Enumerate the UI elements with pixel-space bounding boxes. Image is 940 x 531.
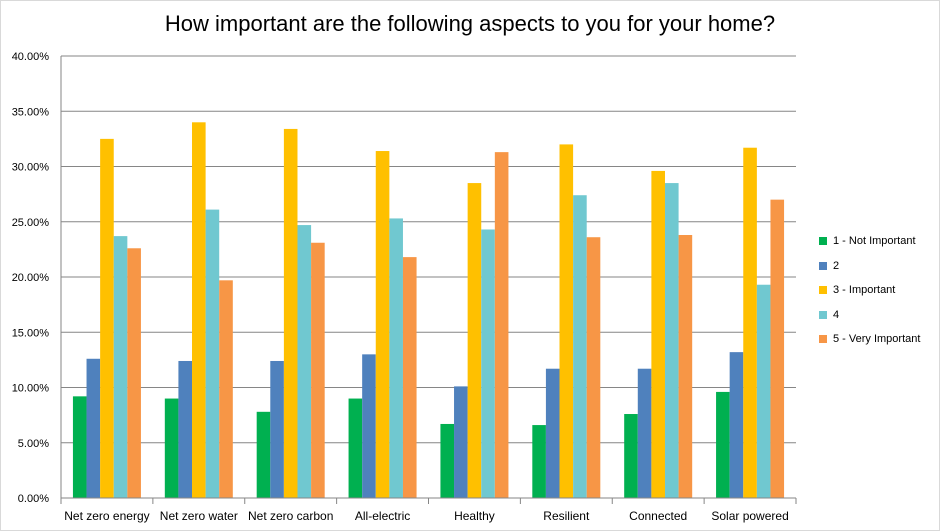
bar [454, 386, 468, 498]
legend-label: 5 - Very Important [833, 333, 921, 346]
y-tick-label: 15.00% [12, 327, 50, 339]
x-tick-label: Resilient [543, 509, 590, 523]
x-tick-label: All-electric [355, 509, 410, 523]
bar [100, 138, 114, 498]
bar [467, 183, 482, 498]
bar [256, 411, 271, 498]
bar [756, 284, 771, 498]
bar [127, 248, 141, 498]
bar [440, 423, 455, 498]
bar [664, 183, 679, 498]
x-tick-label: Healthy [454, 509, 495, 523]
bar [624, 414, 638, 498]
bar [219, 280, 233, 498]
legend-item: 1 - Not Important [819, 229, 920, 254]
y-tick-label: 30.00% [12, 162, 50, 174]
legend-swatch [819, 310, 827, 319]
bar [283, 128, 298, 498]
legend-item: 3 - Important [819, 278, 920, 303]
bar [178, 360, 193, 498]
bar [362, 354, 376, 498]
bar [545, 368, 560, 498]
bar [494, 152, 509, 498]
bar [573, 195, 587, 499]
legend-swatch [819, 237, 827, 246]
bar [270, 360, 284, 498]
legend-item: 5 - Very Important [819, 327, 920, 352]
bar [559, 144, 574, 498]
y-tick-label: 25.00% [12, 217, 50, 229]
bar [311, 242, 325, 498]
x-tick-label: Net zero energy [64, 509, 149, 523]
bar [716, 391, 730, 498]
bar [205, 209, 220, 498]
chart-title: How important are the following aspects … [164, 11, 776, 36]
legend: 1 - Not Important 2 3 - Important 4 5 - Very… [819, 229, 920, 352]
legend-swatch [819, 335, 827, 344]
bar [113, 236, 128, 499]
bar [164, 398, 179, 498]
legend-label: 3 - Important [833, 284, 896, 297]
bar [532, 425, 546, 498]
y-tick-label: 5.00% [18, 438, 49, 450]
bar [389, 218, 403, 498]
bar [72, 396, 87, 498]
legend-swatch [819, 261, 827, 270]
bar [770, 199, 785, 498]
bar [86, 358, 101, 498]
bar [651, 170, 665, 499]
bar [637, 368, 652, 498]
x-tick-label: Connected [629, 509, 687, 523]
bar [402, 257, 417, 498]
bar [297, 225, 312, 498]
y-tick-label: 20.00% [12, 272, 50, 284]
x-tick-label: Net zero carbon [248, 509, 333, 523]
bar [586, 237, 601, 498]
bar [375, 151, 390, 498]
bar [678, 235, 693, 498]
y-tick-label: 10.00% [12, 383, 50, 395]
x-tick-label: Solar powered [711, 509, 788, 523]
bar [729, 352, 744, 498]
bar [348, 398, 363, 498]
y-tick-label: 35.00% [12, 106, 50, 118]
bar [192, 122, 206, 499]
legend-label: 1 - Not Important [833, 235, 916, 248]
legend-label: 2 [833, 259, 840, 272]
legend-item: 4 [819, 303, 920, 328]
y-tick-label: 0.00% [18, 493, 49, 505]
legend-label: 4 [833, 308, 840, 321]
y-tick-label: 40.00% [12, 51, 50, 63]
x-tick-label: Net zero water [160, 509, 238, 523]
bar [481, 229, 495, 499]
legend-item: 2 [819, 254, 920, 279]
legend-swatch [819, 286, 827, 295]
bar [743, 147, 757, 498]
